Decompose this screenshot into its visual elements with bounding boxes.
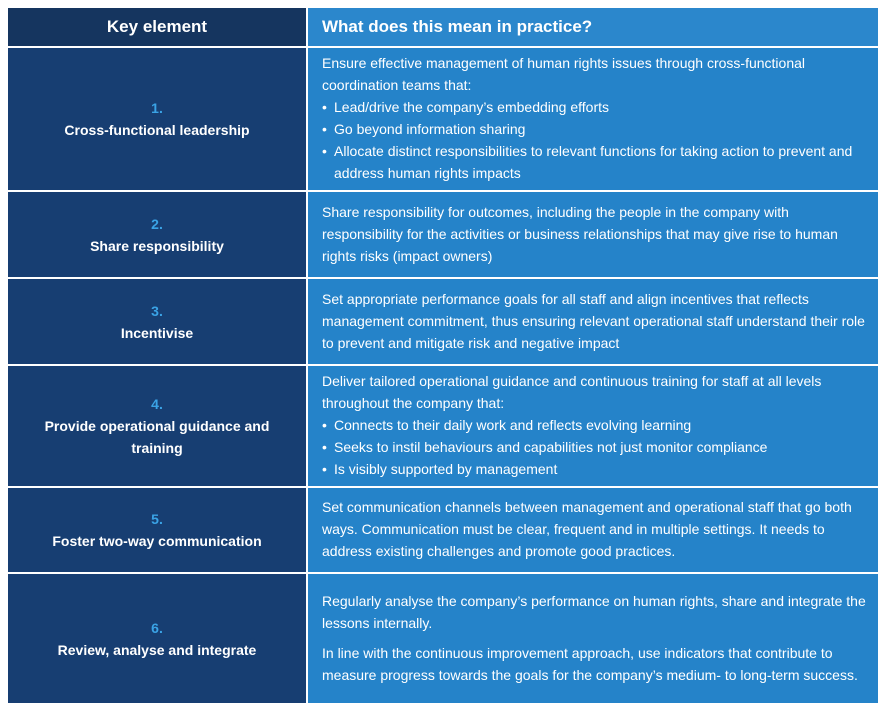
description-cell: Deliver tailored operational guidance an… (306, 364, 880, 488)
row-number: 3. (151, 302, 163, 319)
key-element-cell: 4. Provide operational guidance and train… (6, 364, 308, 488)
bullet-item: Connects to their daily work and reflect… (322, 414, 866, 436)
key-element: Share responsibility (90, 237, 224, 254)
table-row: 4. Provide operational guidance and train… (6, 364, 880, 488)
table-body: 1. Cross-functional leadership Ensure effe… (6, 46, 880, 705)
key-elements-table: Key element What does this mean in pract… (6, 6, 880, 705)
key-element: Cross-functional leadership (64, 122, 250, 138)
table-row: 2. Share responsibility Share responsibili… (6, 190, 880, 279)
description-cell: Set appropriate performance goals for al… (306, 277, 880, 366)
column-header: Key element (6, 6, 308, 48)
key-element: Incentivise (120, 324, 194, 341)
description-cell: Set communication channels between manag… (306, 486, 880, 574)
header-row: Key element What does this mean in pract… (6, 6, 880, 48)
row-number: 6. (151, 619, 163, 636)
bullet-list: Connects to their daily work and reflect… (322, 414, 866, 480)
bullet-item: Is visibly supported by management (322, 458, 866, 480)
table-row: 3. Incentivise Set appropriate performance… (6, 277, 880, 366)
bullet-list: Lead/drive the company’s embedding effor… (322, 96, 866, 184)
bullet-item: Go beyond information sharing (322, 118, 866, 140)
bullet-item: Seeks to instil behaviours and capabilit… (322, 436, 866, 458)
row-number: 2. (151, 215, 163, 232)
description: Set appropriate performance goals for al… (322, 290, 865, 351)
table-row: 6. Review, analyse and integrate Regularly… (6, 572, 880, 705)
row-number: 5. (151, 511, 163, 527)
description: Share responsibility for outcomes, inclu… (322, 203, 838, 264)
key-element: Review, analyse and integrate (57, 641, 257, 658)
description-cell: Share responsibility for outcomes, inclu… (306, 190, 880, 279)
key-element-cell: 3. Incentivise (6, 277, 308, 366)
bullet-item: Allocate distinct responsibilities to re… (322, 140, 866, 184)
bullet-item: Lead/drive the company’s embedding effor… (322, 96, 866, 118)
key-element-cell: 2. Share responsibility (6, 190, 308, 279)
description: In line with the continuous improvement … (322, 644, 858, 683)
description: Ensure effective management of human rig… (322, 55, 805, 93)
description-cell: Regularly analyse the company’s performa… (306, 572, 880, 705)
table-row: 1. Cross-functional leadership Ensure effe… (6, 46, 880, 192)
key-element: Foster two-way communication (52, 533, 262, 549)
row-number: 4. (151, 396, 163, 412)
row-number: 1. (151, 100, 163, 116)
key-element-cell: 6. Review, analyse and integrate (6, 572, 308, 705)
key-element-cell: 1. Cross-functional leadership (6, 46, 308, 192)
key-element: Provide operational guidance and trainin… (44, 418, 270, 456)
column-header: What does this mean in practice? (306, 6, 880, 48)
table-row: 5. Foster two-way communication Set commun… (6, 486, 880, 574)
description: Deliver tailored operational guidance an… (322, 373, 822, 411)
description-cell: Ensure effective management of human rig… (306, 46, 880, 192)
description: Regularly analyse the company’s performa… (322, 592, 866, 631)
key-element-cell: 5. Foster two-way communication (6, 486, 308, 574)
description: Set communication channels between manag… (322, 499, 852, 559)
